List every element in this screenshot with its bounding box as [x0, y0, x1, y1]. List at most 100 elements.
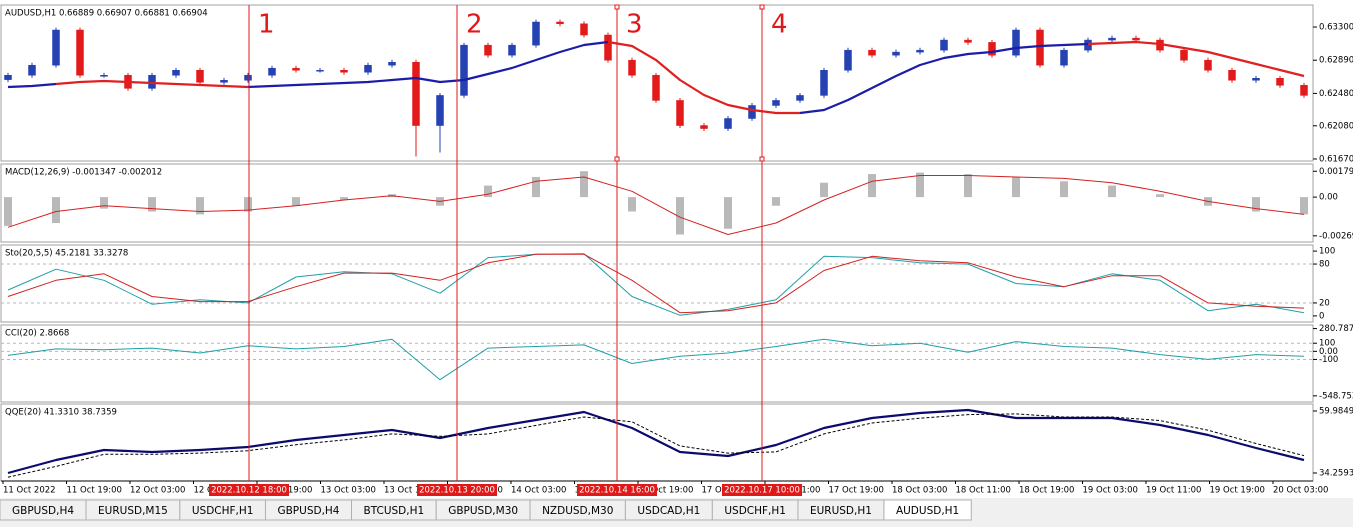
marker-time-box [209, 484, 289, 496]
time-label: 18 Oct 19:00 [1019, 486, 1074, 496]
y-tick-label: 20 [1319, 298, 1330, 308]
y-tick-label: -100 [1319, 355, 1338, 365]
time-label: 11 Oct 2022 [3, 486, 56, 496]
y-tick-label: 0.61670 [1319, 154, 1353, 164]
candle-body [892, 51, 900, 56]
histogram-bar [820, 182, 828, 198]
y-tick-label: 0.62080 [1319, 121, 1353, 131]
tab-label[interactable]: USDCHF,H1 [192, 505, 254, 517]
histogram-bar [340, 197, 348, 200]
histogram-bar [628, 197, 636, 212]
indicator-line [7, 253, 1305, 314]
candle-body [364, 64, 372, 73]
candle-body [1012, 29, 1020, 56]
candle-body [508, 44, 516, 56]
histogram-bar [772, 197, 780, 206]
candle-body [268, 67, 276, 76]
tab[interactable]: USDCHF,H1 [711, 499, 799, 521]
candle-body [988, 42, 996, 56]
candle-body [700, 125, 708, 129]
marker-time: 2022.10.13 20:00 [419, 486, 495, 496]
candle-body [916, 49, 924, 53]
y-tick-label: -548.753 [1319, 391, 1353, 401]
histogram-bar [196, 197, 204, 215]
candle-body [940, 39, 948, 51]
panel-title: MACD(12,26,9) -0.001347 -0.002012 [5, 168, 162, 178]
y-tick-label: 0 [1319, 311, 1324, 321]
histogram-bar [4, 197, 12, 226]
candle-body [196, 69, 204, 83]
tab-label[interactable]: BTCUSD,H1 [364, 505, 425, 517]
candle-body [844, 49, 852, 71]
panel-title: QQE(20) 41.3310 38.7359 [5, 408, 117, 418]
marker-time-box [417, 484, 497, 496]
tab-label[interactable]: GBPUSD,M30 [448, 505, 518, 517]
tab-label[interactable]: AUDUSD,H1 [896, 505, 959, 517]
tab[interactable]: EURUSD,M15 [85, 499, 181, 521]
time-label: 13 Oct 11:00 [384, 486, 439, 496]
time-label: 17 Oct 19:00 [829, 486, 884, 496]
y-tick-label: 100 [1319, 247, 1335, 257]
histogram-bar [868, 174, 876, 198]
histogram-bar [100, 197, 108, 209]
histogram-bar [1060, 181, 1068, 198]
candle-body [772, 100, 780, 106]
tab-label[interactable]: GBPUSD,H4 [277, 505, 339, 517]
indicator-line [55, 40, 1305, 115]
histogram-bar [724, 197, 732, 229]
panel-frame [0, 163, 1314, 243]
tab-label[interactable]: EURUSD,H1 [810, 505, 872, 517]
candle-body [1132, 37, 1140, 41]
candle-body [484, 44, 492, 56]
tab[interactable]: USDCAD,H1 [624, 499, 713, 521]
tab[interactable]: GBPUSD,H4 [0, 499, 87, 521]
time-label: 18 Oct 03:00 [892, 486, 947, 496]
candle-body [964, 39, 972, 43]
marker-time: 2022.10.14 16:00 [579, 486, 655, 496]
candle-body [1108, 37, 1116, 41]
candle-body [820, 69, 828, 96]
y-tick-label: 0.63300 [1319, 23, 1353, 33]
panel-title: AUDUSD,H1 0.66889 0.66907 0.66881 0.6690… [5, 9, 208, 19]
tab[interactable]: USDCHF,H1 [179, 499, 266, 521]
time-label: 14 Oct 19:00 [638, 486, 693, 496]
marker-handle [614, 156, 620, 162]
tab-background[interactable] [883, 499, 972, 521]
y-tick-label: 100 [1319, 339, 1335, 349]
marker-handle [759, 156, 765, 162]
marker-time: 2022.10.12 18:00 [211, 486, 287, 496]
tab-label[interactable]: GBPUSD,H4 [12, 505, 74, 517]
candle-body [652, 75, 660, 101]
marker-time-box [577, 484, 657, 496]
tab[interactable]: NZDUSD,M30 [529, 499, 626, 521]
panel-title: CCI(20) 2.8668 [5, 329, 69, 339]
tab[interactable]: BTCUSD,H1 [351, 499, 437, 521]
tab-label[interactable]: USDCAD,H1 [637, 505, 700, 517]
y-tick-label: 0.00 [1319, 347, 1338, 357]
panel-frame [0, 324, 1314, 403]
tab[interactable]: GBPUSD,M30 [435, 499, 531, 521]
time-label: 19 Oct 03:00 [1083, 486, 1138, 496]
tab[interactable]: AUDUSD,H1 [883, 499, 972, 521]
tab[interactable]: EURUSD,H1 [797, 499, 885, 521]
marker-handle [759, 4, 765, 10]
tab-label[interactable]: USDCHF,H1 [724, 505, 786, 517]
candle-body [340, 69, 348, 73]
tab-label[interactable]: NZDUSD,M30 [542, 505, 613, 517]
time-label: 13 Oct 03:00 [321, 486, 376, 496]
time-label: 18 Oct 11:00 [956, 486, 1011, 496]
tab[interactable]: GBPUSD,H4 [264, 499, 352, 521]
marker-handle [614, 4, 620, 10]
time-label: 20 Oct 03:00 [1273, 486, 1328, 496]
histogram-bar [148, 197, 156, 212]
y-tick-label: 34.2593 [1319, 469, 1353, 479]
candle-body [292, 67, 300, 71]
y-tick-label: 0.001796 [1319, 167, 1353, 177]
panel-frame [0, 4, 1314, 162]
candle-body [724, 118, 732, 129]
candle-body [1300, 85, 1308, 96]
tab-label[interactable]: EURUSD,M15 [98, 505, 168, 517]
